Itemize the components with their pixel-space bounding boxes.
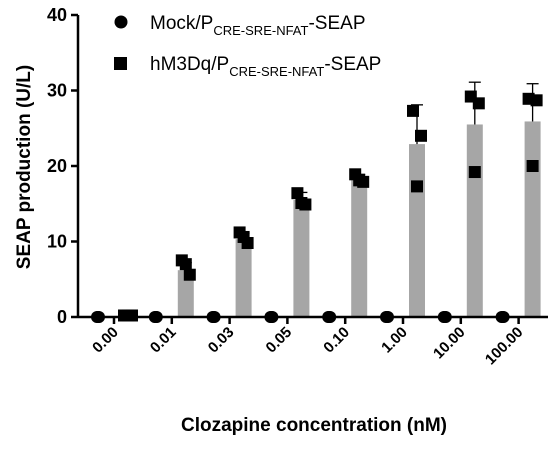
- x-tick-label: 0.00: [89, 324, 122, 357]
- point-hm3dq: [183, 268, 196, 281]
- x-tick-label: 100.00: [482, 324, 526, 368]
- legend-label-hm3dq: hM3Dq/PCRE-SRE-NFAT-SEAP: [150, 54, 381, 79]
- bar-hm3dq: [235, 239, 252, 317]
- x-tick-label: 0.01: [147, 324, 180, 357]
- bar-hm3dq: [351, 178, 368, 317]
- bar-hm3dq: [524, 121, 541, 317]
- x-tick-label: 0.10: [320, 324, 353, 357]
- bar-hm3dq: [177, 270, 194, 317]
- point-hm3dq: [530, 94, 543, 107]
- legend-marker-circle: [114, 15, 128, 29]
- point-hm3dq: [411, 180, 423, 193]
- point-hm3dq: [526, 160, 539, 172]
- legend-marker-square: [114, 57, 127, 70]
- legend-label-mock: Mock/PCRE-SRE-NFAT-SEAP: [150, 13, 366, 38]
- y-tick-label: 0: [57, 307, 67, 327]
- x-tick-label: 0.05: [263, 324, 296, 357]
- legend: Mock/PCRE-SRE-NFAT-SEAP hM3Dq/PCRE-SRE-N…: [114, 13, 381, 79]
- x-axis-title: Clozapine concentration (nM): [181, 415, 447, 436]
- point-hm3dq: [415, 129, 427, 142]
- point-hm3dq: [179, 258, 192, 271]
- y-tick-label: 40: [47, 5, 67, 25]
- point-hm3dq: [407, 104, 419, 117]
- point-hm3dq: [291, 187, 304, 200]
- point-hm3dq: [122, 309, 134, 322]
- x-tick-label: 0.03: [205, 324, 238, 357]
- point-hm3dq: [472, 97, 485, 110]
- bar-hm3dq: [293, 199, 310, 317]
- bar-hm3dq: [466, 124, 483, 317]
- y-tick-label: 20: [47, 156, 67, 176]
- x-tick-label: 1.00: [378, 324, 411, 357]
- point-hm3dq: [295, 196, 308, 209]
- y-axis-title: SEAP production (U/L): [14, 65, 35, 269]
- y-tick-label: 10: [47, 232, 67, 252]
- point-hm3dq: [353, 174, 366, 187]
- x-tick-label: 10.00: [430, 324, 469, 363]
- y-tick-label: 30: [47, 81, 67, 101]
- point-hm3dq: [237, 230, 250, 243]
- point-hm3dq: [468, 166, 481, 179]
- bar-hm3dq: [409, 144, 425, 317]
